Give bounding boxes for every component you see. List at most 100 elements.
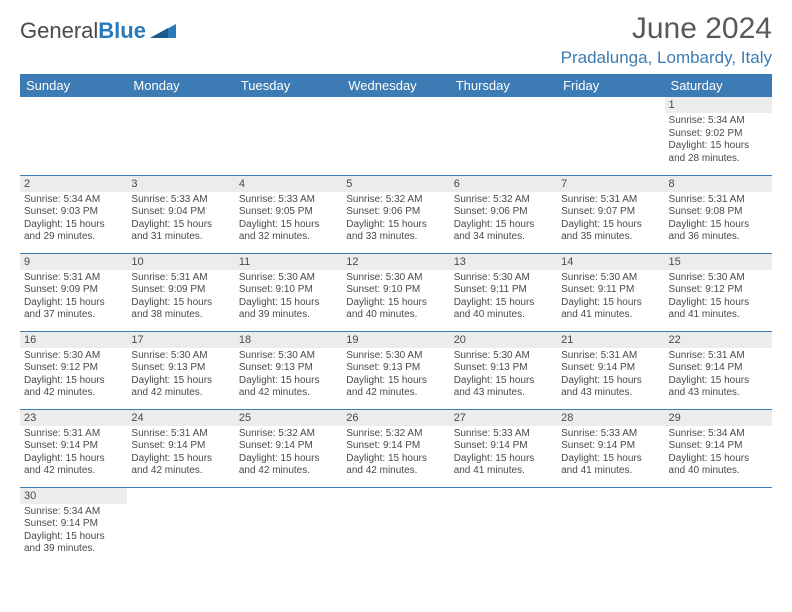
day-content: Sunrise: 5:30 AMSunset: 9:12 PMDaylight:… <box>20 348 127 404</box>
day-number: 23 <box>20 410 127 426</box>
day-content: Sunrise: 5:32 AMSunset: 9:06 PMDaylight:… <box>450 192 557 248</box>
location: Pradalunga, Lombardy, Italy <box>561 48 772 68</box>
day-content: Sunrise: 5:30 AMSunset: 9:13 PMDaylight:… <box>235 348 342 404</box>
flag-icon <box>150 18 176 44</box>
logo-text-blue: Blue <box>98 18 146 44</box>
calendar-cell: . <box>127 487 234 565</box>
day-number: 26 <box>342 410 449 426</box>
calendar-cell: . <box>342 97 449 175</box>
day-number: 13 <box>450 254 557 270</box>
day-content: Sunrise: 5:30 AMSunset: 9:12 PMDaylight:… <box>665 270 772 326</box>
calendar-cell: 6Sunrise: 5:32 AMSunset: 9:06 PMDaylight… <box>450 175 557 253</box>
calendar-cell: 3Sunrise: 5:33 AMSunset: 9:04 PMDaylight… <box>127 175 234 253</box>
day-number: 17 <box>127 332 234 348</box>
calendar-cell: . <box>20 97 127 175</box>
day-content: Sunrise: 5:31 AMSunset: 9:09 PMDaylight:… <box>20 270 127 326</box>
day-number: 10 <box>127 254 234 270</box>
weekday-header: Monday <box>127 74 234 97</box>
calendar-cell: 4Sunrise: 5:33 AMSunset: 9:05 PMDaylight… <box>235 175 342 253</box>
calendar-cell: 20Sunrise: 5:30 AMSunset: 9:13 PMDayligh… <box>450 331 557 409</box>
calendar-cell: . <box>235 97 342 175</box>
day-number: 25 <box>235 410 342 426</box>
day-content: Sunrise: 5:30 AMSunset: 9:11 PMDaylight:… <box>450 270 557 326</box>
weekday-header: Thursday <box>450 74 557 97</box>
day-number: 15 <box>665 254 772 270</box>
calendar-week-row: 9Sunrise: 5:31 AMSunset: 9:09 PMDaylight… <box>20 253 772 331</box>
calendar-week-row: 30Sunrise: 5:34 AMSunset: 9:14 PMDayligh… <box>20 487 772 565</box>
day-content: Sunrise: 5:34 AMSunset: 9:03 PMDaylight:… <box>20 192 127 248</box>
day-number: 11 <box>235 254 342 270</box>
day-content: Sunrise: 5:31 AMSunset: 9:14 PMDaylight:… <box>557 348 664 404</box>
day-content: Sunrise: 5:30 AMSunset: 9:13 PMDaylight:… <box>450 348 557 404</box>
calendar-cell: 7Sunrise: 5:31 AMSunset: 9:07 PMDaylight… <box>557 175 664 253</box>
logo-text-general: General <box>20 18 98 44</box>
day-number: 20 <box>450 332 557 348</box>
day-number: 8 <box>665 176 772 192</box>
day-number: 9 <box>20 254 127 270</box>
calendar-cell: 22Sunrise: 5:31 AMSunset: 9:14 PMDayligh… <box>665 331 772 409</box>
calendar-cell: 12Sunrise: 5:30 AMSunset: 9:10 PMDayligh… <box>342 253 449 331</box>
calendar-cell: 28Sunrise: 5:33 AMSunset: 9:14 PMDayligh… <box>557 409 664 487</box>
day-number: 14 <box>557 254 664 270</box>
month-title: June 2024 <box>561 12 772 46</box>
calendar-cell: 17Sunrise: 5:30 AMSunset: 9:13 PMDayligh… <box>127 331 234 409</box>
day-content: Sunrise: 5:31 AMSunset: 9:14 PMDaylight:… <box>20 426 127 482</box>
day-content: Sunrise: 5:30 AMSunset: 9:11 PMDaylight:… <box>557 270 664 326</box>
calendar-cell: 18Sunrise: 5:30 AMSunset: 9:13 PMDayligh… <box>235 331 342 409</box>
calendar-week-row: 23Sunrise: 5:31 AMSunset: 9:14 PMDayligh… <box>20 409 772 487</box>
weekday-header: Sunday <box>20 74 127 97</box>
calendar-cell: 2Sunrise: 5:34 AMSunset: 9:03 PMDaylight… <box>20 175 127 253</box>
weekday-header: Tuesday <box>235 74 342 97</box>
day-number: 27 <box>450 410 557 426</box>
calendar-cell: 27Sunrise: 5:33 AMSunset: 9:14 PMDayligh… <box>450 409 557 487</box>
day-number: 16 <box>20 332 127 348</box>
day-content: Sunrise: 5:31 AMSunset: 9:14 PMDaylight:… <box>665 348 772 404</box>
day-number: 1 <box>665 97 772 113</box>
calendar-cell: 21Sunrise: 5:31 AMSunset: 9:14 PMDayligh… <box>557 331 664 409</box>
day-content: Sunrise: 5:30 AMSunset: 9:10 PMDaylight:… <box>235 270 342 326</box>
day-content: Sunrise: 5:33 AMSunset: 9:14 PMDaylight:… <box>450 426 557 482</box>
day-number: 21 <box>557 332 664 348</box>
day-number: 28 <box>557 410 664 426</box>
calendar-cell: 9Sunrise: 5:31 AMSunset: 9:09 PMDaylight… <box>20 253 127 331</box>
calendar-cell: 11Sunrise: 5:30 AMSunset: 9:10 PMDayligh… <box>235 253 342 331</box>
day-number: 19 <box>342 332 449 348</box>
day-number: 24 <box>127 410 234 426</box>
calendar-cell: 25Sunrise: 5:32 AMSunset: 9:14 PMDayligh… <box>235 409 342 487</box>
calendar-cell: 14Sunrise: 5:30 AMSunset: 9:11 PMDayligh… <box>557 253 664 331</box>
calendar-cell: . <box>342 487 449 565</box>
day-content: Sunrise: 5:31 AMSunset: 9:07 PMDaylight:… <box>557 192 664 248</box>
logo: GeneralBlue <box>20 18 176 44</box>
calendar-cell: . <box>557 97 664 175</box>
day-number: 5 <box>342 176 449 192</box>
weekday-header: Wednesday <box>342 74 449 97</box>
day-content: Sunrise: 5:30 AMSunset: 9:13 PMDaylight:… <box>127 348 234 404</box>
calendar-cell: 5Sunrise: 5:32 AMSunset: 9:06 PMDaylight… <box>342 175 449 253</box>
calendar-cell: 13Sunrise: 5:30 AMSunset: 9:11 PMDayligh… <box>450 253 557 331</box>
calendar-cell: 24Sunrise: 5:31 AMSunset: 9:14 PMDayligh… <box>127 409 234 487</box>
weekday-header-row: Sunday Monday Tuesday Wednesday Thursday… <box>20 74 772 97</box>
calendar-week-row: ......1Sunrise: 5:34 AMSunset: 9:02 PMDa… <box>20 97 772 175</box>
day-content: Sunrise: 5:32 AMSunset: 9:06 PMDaylight:… <box>342 192 449 248</box>
day-number: 3 <box>127 176 234 192</box>
day-content: Sunrise: 5:31 AMSunset: 9:14 PMDaylight:… <box>127 426 234 482</box>
day-number: 30 <box>20 488 127 504</box>
day-content: Sunrise: 5:34 AMSunset: 9:14 PMDaylight:… <box>665 426 772 482</box>
day-number: 12 <box>342 254 449 270</box>
day-content: Sunrise: 5:32 AMSunset: 9:14 PMDaylight:… <box>342 426 449 482</box>
weekday-header: Friday <box>557 74 664 97</box>
calendar-table: Sunday Monday Tuesday Wednesday Thursday… <box>20 74 772 565</box>
calendar-cell: . <box>557 487 664 565</box>
calendar-cell: 8Sunrise: 5:31 AMSunset: 9:08 PMDaylight… <box>665 175 772 253</box>
day-number: 4 <box>235 176 342 192</box>
day-number: 2 <box>20 176 127 192</box>
calendar-cell: 29Sunrise: 5:34 AMSunset: 9:14 PMDayligh… <box>665 409 772 487</box>
calendar-cell: . <box>665 487 772 565</box>
day-number: 29 <box>665 410 772 426</box>
title-block: June 2024 Pradalunga, Lombardy, Italy <box>561 12 772 68</box>
day-content: Sunrise: 5:30 AMSunset: 9:10 PMDaylight:… <box>342 270 449 326</box>
calendar-cell: 19Sunrise: 5:30 AMSunset: 9:13 PMDayligh… <box>342 331 449 409</box>
calendar-week-row: 2Sunrise: 5:34 AMSunset: 9:03 PMDaylight… <box>20 175 772 253</box>
day-number: 7 <box>557 176 664 192</box>
day-content: Sunrise: 5:31 AMSunset: 9:09 PMDaylight:… <box>127 270 234 326</box>
